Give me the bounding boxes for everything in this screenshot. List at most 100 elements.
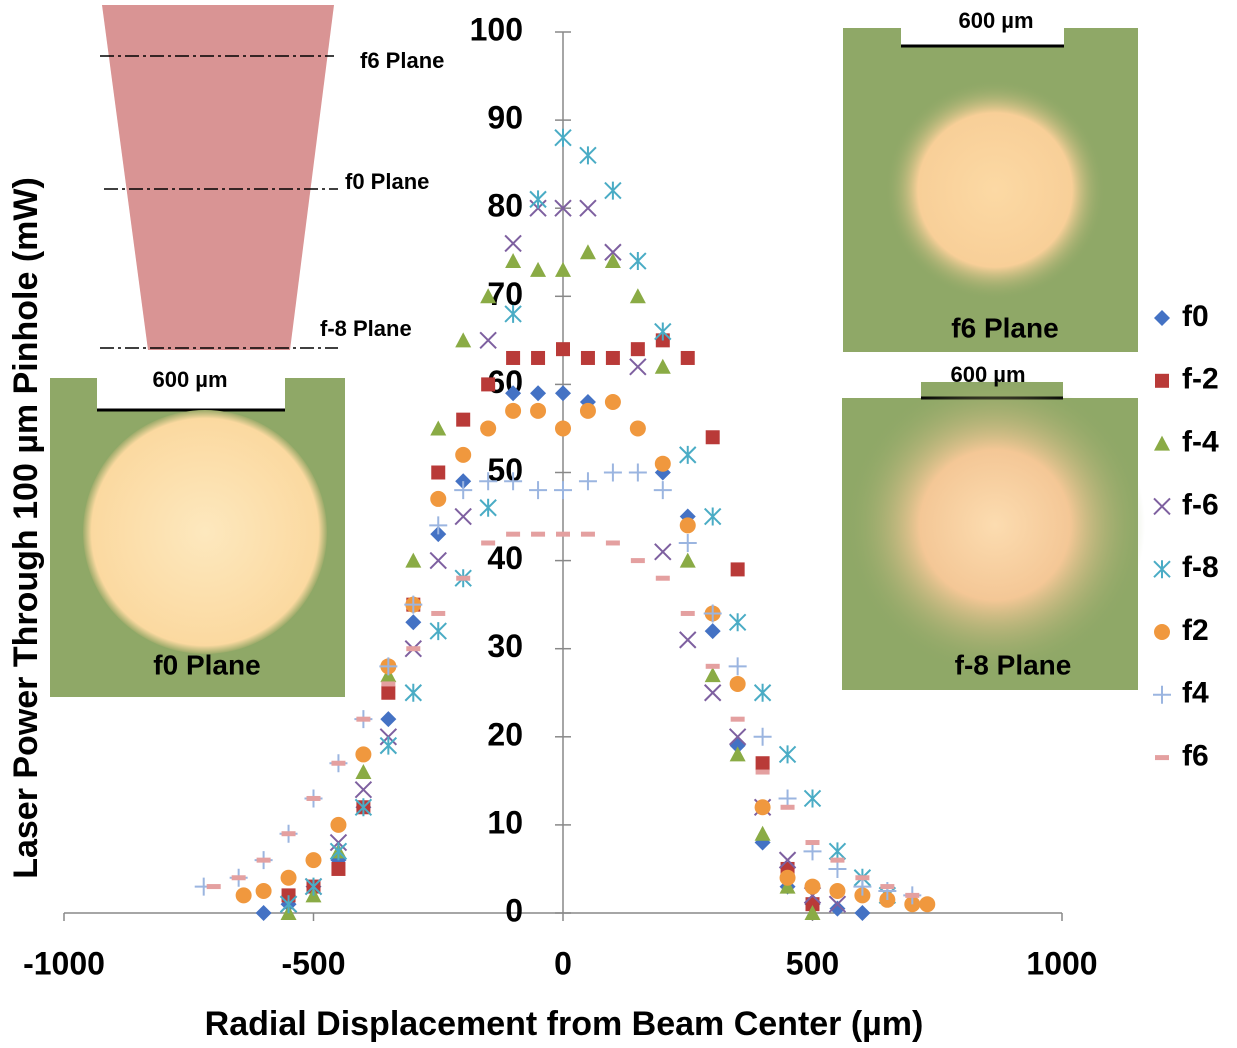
legend-label: f2 [1182,614,1209,647]
data-point [919,896,936,913]
data-point [330,816,347,833]
data-point [455,446,472,463]
data-point [479,498,497,517]
data-point [555,420,571,437]
legend-label: f-6 [1182,488,1219,521]
data-point [554,128,572,147]
data-point [480,420,497,437]
data-point [455,332,472,348]
photo-label: f0 Plane [153,649,260,680]
data-point [728,657,747,676]
data-point [255,905,272,921]
x-tick-label: -1000 [23,945,105,981]
data-point [778,745,797,764]
data-point [554,199,572,217]
beam-shape [102,5,334,350]
data-point [379,657,398,676]
data-point [629,420,646,437]
data-point [829,900,846,917]
plane-label: f-8 Plane [320,316,412,341]
data-point [529,190,547,209]
data-point [379,736,398,755]
y-tick-label: 20 [487,716,523,752]
data-point [279,895,298,914]
data-point [653,481,672,500]
data-point [705,430,720,445]
data-point [779,869,796,886]
y-tick-label: 50 [487,452,523,488]
data-point [305,852,322,869]
legend-marker [1155,373,1169,388]
data-point [654,322,672,341]
data-point [479,331,497,350]
y-tick-label: 10 [487,804,523,840]
data-point [355,764,372,780]
plane-lines [100,55,338,349]
data-point [579,402,596,419]
data-point [404,595,423,614]
scale-label: 600 µm [950,362,1025,387]
legend-label: f-4 [1182,426,1219,459]
x-tick-label: 0 [554,945,572,981]
data-point [654,455,671,472]
plane-label: f0 Plane [345,169,429,194]
data-point [504,234,522,253]
data-point [556,342,570,357]
y-tick-label: 0 [505,892,523,928]
data-point [755,756,770,771]
data-point [754,799,771,816]
data-point [429,551,447,570]
data-point [381,685,396,700]
data-point [354,780,373,799]
data-point [580,350,595,365]
data-point [629,288,646,304]
data-point [280,869,297,886]
data-point [579,244,596,260]
data-point [779,878,796,894]
data-point [778,851,797,869]
data-point [431,465,446,480]
legend-label: f0 [1182,300,1209,333]
data-point [854,905,871,921]
data-point [579,146,597,165]
legend-label: f4 [1182,677,1209,710]
scale-label: 600 µm [958,8,1033,33]
data-point [753,727,772,746]
x-tick-label: -500 [281,945,345,981]
data-point [505,385,522,402]
data-point [805,897,820,912]
x-tick-label: 500 [786,945,839,981]
data-point [504,472,523,491]
x-tick-label: 1000 [1026,945,1097,981]
legend-marker [1154,624,1170,640]
legend-label: f-2 [1182,363,1219,396]
data-point [530,402,547,419]
data-point [604,253,621,269]
y-tick-label: 90 [487,100,523,136]
legend-label: f6 [1182,740,1209,773]
data-point [730,562,745,577]
data-point [505,402,522,419]
y-tick-label: 30 [487,628,523,664]
scale-notch [97,378,285,410]
data-point [629,358,647,376]
data-point [853,877,872,896]
data-point [530,261,547,277]
data-point [531,350,546,365]
data-point [803,789,822,808]
y-tick-label: 80 [487,188,523,224]
data-point [804,905,821,920]
data-point [430,490,447,507]
data-point [729,675,746,692]
data-point [454,507,472,526]
x-axis-title: Radial Displacement from Beam Center (µm… [205,1005,924,1043]
data-point [753,683,772,702]
data-point [506,350,521,365]
data-point [704,667,721,683]
data-point [355,746,372,763]
data-point [629,252,647,271]
photo-label: f-8 Plane [955,649,1072,680]
plane-label: f6 Plane [360,48,444,73]
data-point [235,887,252,904]
